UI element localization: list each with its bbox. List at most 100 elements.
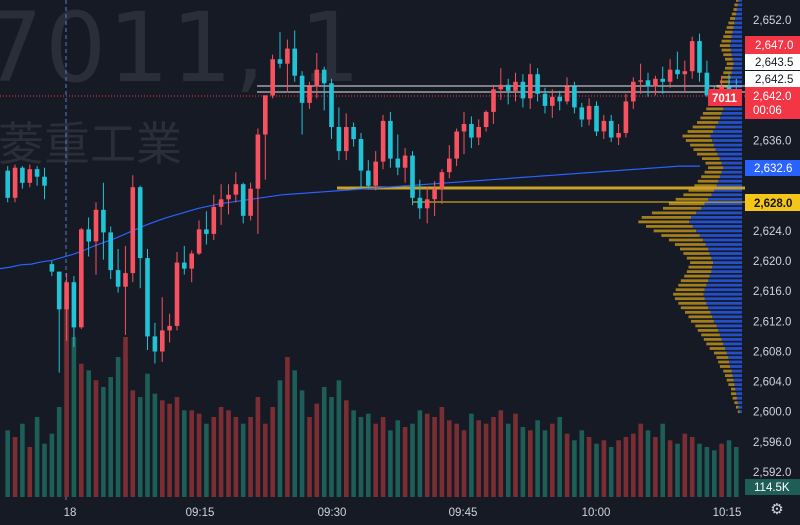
profile-bar-up [651,211,697,215]
time-axis[interactable]: 18 09:15 09:30 09:45 10:00 10:15 [64,507,742,519]
level-b-tag: 2,642.5 [755,74,793,86]
candle-body [483,111,489,127]
candle-body [476,127,481,138]
candle-body [137,187,143,258]
candle-body [373,161,378,186]
volume-bars [5,297,739,497]
volume-bar [402,427,408,497]
profile-bar-down [715,148,742,151]
volume-bar [461,430,467,497]
profile-bar-up [697,179,719,183]
volume-bar [174,397,180,497]
volume-bar [167,403,172,497]
profile-bar-down [708,197,742,201]
profile-bar-up [731,387,736,391]
volume-bar [667,440,673,497]
candle-body [564,86,570,102]
volume-bar [579,430,585,497]
volume-bar [454,423,459,497]
volume-tag-bg [745,479,800,495]
volume-bar [64,297,69,497]
high-tag: 2,647.0 [755,40,793,52]
candle-body [123,273,128,287]
volume-bar [594,443,599,497]
volume-bar [336,380,342,497]
candle-body [56,271,62,310]
volume-bar [160,400,165,497]
profile-bar-up [705,161,722,165]
time-tick-label: 09:30 [318,507,347,519]
candle-body [27,169,33,183]
profile-bar-up [688,265,713,269]
profile-bar-up [721,75,731,79]
volume-bar [682,433,688,497]
volume-bar [726,440,732,497]
candle-body [417,197,423,209]
volume-bar [93,380,99,497]
volume-bar [366,413,371,497]
profile-bar-down [705,243,742,246]
profile-bar-down [737,401,743,405]
volume-bar [358,417,364,497]
profile-bar-down [731,75,742,79]
candle-body [211,206,217,234]
volume-bar [152,393,158,497]
volume-bar [424,413,430,497]
candle-body [64,282,69,310]
settings-gear-icon[interactable]: ⚙ [770,501,784,518]
volume-bar [491,417,496,497]
profile-bar-down [718,179,742,183]
candle-body [344,127,349,152]
profile-bar-up [733,8,737,11]
profile-bar-up [702,157,720,160]
candle-body [623,101,629,133]
profile-bar-down [713,130,742,133]
time-axis-bg [0,500,800,525]
volume-bar [410,423,415,497]
volume-bar [675,443,680,497]
profile-bar-down [718,329,742,332]
profile-bar-up [706,342,724,346]
volume-bar [329,397,334,497]
volume-bar [608,447,614,497]
volume-bar [255,397,261,497]
vwap-tag-bg [745,160,800,176]
candle-body [528,74,533,99]
profile-bar-up [686,270,712,273]
profile-bar-down [731,48,742,52]
profile-bar-down [723,107,742,111]
volume-bar [660,423,665,497]
volume-bar [299,390,305,497]
candle-body [491,89,496,112]
profile-bar-down [731,53,742,57]
candle-body [594,105,599,132]
candle-body [410,155,415,198]
profile-bar-up [678,283,707,287]
price-tick-label: 2,604.0 [753,377,791,389]
candle-body [358,139,364,171]
profile-bar-up [730,17,736,20]
profile-bar-down [709,274,742,278]
volume-bar [557,417,562,497]
volume-bar [314,403,320,497]
volume-bar [137,397,143,497]
volume-bar [292,370,297,497]
profile-bar-up [701,333,720,337]
profile-bar-down [721,170,742,174]
candle-body [196,229,202,254]
candle-body [263,95,268,135]
candle-body [130,187,136,274]
volume-bar [189,410,194,497]
profile-bar-down [733,26,742,29]
profile-bar-down [737,3,743,7]
volume-bar [270,407,275,497]
candle-body [277,59,283,64]
volume-bar [697,443,702,497]
profile-bar-down [704,297,742,301]
profile-bar-up [690,261,713,264]
candle-body [218,199,224,207]
profile-bar-down [730,365,742,368]
candle-body [160,330,165,352]
profile-bar-down [708,306,742,310]
